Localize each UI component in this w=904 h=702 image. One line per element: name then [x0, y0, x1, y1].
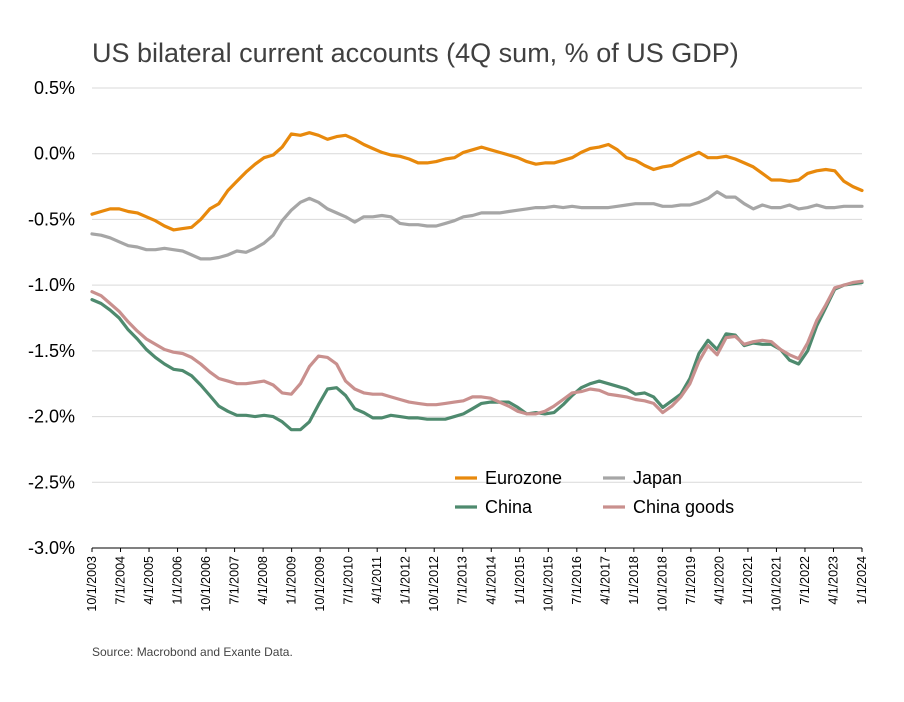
- legend: Eurozone Japan China China goods: [455, 468, 734, 517]
- source-note: Source: Macrobond and Exante Data.: [92, 645, 293, 659]
- series-line-china-goods: [90, 279, 864, 416]
- x-tick-label: 10/1/2021: [769, 556, 783, 612]
- series-line-china: [90, 280, 864, 432]
- x-tick-label: 7/1/2022: [798, 556, 812, 605]
- series-line-eurozone: [90, 131, 864, 232]
- x-tick-label: 4/1/2017: [598, 556, 612, 605]
- y-tick-label: -3.0%: [28, 538, 75, 558]
- x-tick-label: 1/1/2024: [855, 556, 869, 605]
- x-tick-label: 1/1/2006: [171, 556, 185, 605]
- x-tick-label: 1/1/2012: [399, 556, 413, 605]
- y-tick-label: -2.0%: [28, 407, 75, 427]
- x-tick-label: 1/1/2015: [513, 556, 527, 605]
- x-tick-label: 1/1/2009: [285, 556, 299, 605]
- chart-title: US bilateral current accounts (4Q sum, %…: [92, 38, 739, 68]
- x-tick-label: 10/1/2018: [655, 556, 669, 612]
- x-tick-label: 7/1/2016: [570, 556, 584, 605]
- legend-label-china-goods: China goods: [633, 497, 734, 517]
- x-tick-label: 10/1/2003: [85, 556, 99, 612]
- y-tick-label: -1.5%: [28, 341, 75, 361]
- x-tick-label: 4/1/2008: [256, 556, 270, 605]
- x-tick-label: 7/1/2007: [228, 556, 242, 605]
- gridlines: [92, 87, 862, 483]
- x-tick-label: 7/1/2004: [114, 556, 128, 605]
- y-tick-label: 0.0%: [34, 144, 75, 164]
- x-tick-label: 4/1/2020: [712, 556, 726, 605]
- series-lines: [90, 131, 864, 432]
- x-tick-label: 10/1/2015: [541, 556, 555, 612]
- legend-label-eurozone: Eurozone: [485, 468, 562, 488]
- x-tick-label: 10/1/2006: [199, 556, 213, 612]
- x-tick-label: 1/1/2018: [627, 556, 641, 605]
- x-tick-label: 1/1/2021: [741, 556, 755, 605]
- x-tick-label: 4/1/2005: [142, 556, 156, 605]
- x-tick-label: 10/1/2009: [313, 556, 327, 612]
- x-tick-label: 7/1/2010: [342, 556, 356, 605]
- x-tick-label: 4/1/2023: [826, 556, 840, 605]
- x-tick-label: 4/1/2011: [370, 556, 384, 604]
- legend-label-china: China: [485, 497, 533, 517]
- y-tick-label: 0.5%: [34, 78, 75, 98]
- y-tick-label: -2.5%: [28, 472, 75, 492]
- legend-label-japan: Japan: [633, 468, 682, 488]
- y-tick-label: -1.0%: [28, 275, 75, 295]
- x-tick-label: 7/1/2019: [684, 556, 698, 605]
- x-tick-label: 7/1/2013: [456, 556, 470, 605]
- series-line-japan: [90, 190, 864, 261]
- axes: 0.5% 0.0% -0.5% -1.0% -1.5% -2.0% -2.5% -3.0% 10…: [28, 78, 869, 612]
- y-tick-label: -0.5%: [28, 209, 75, 229]
- x-tick-label: 10/1/2012: [427, 556, 441, 612]
- x-tick-label: 4/1/2014: [484, 556, 498, 605]
